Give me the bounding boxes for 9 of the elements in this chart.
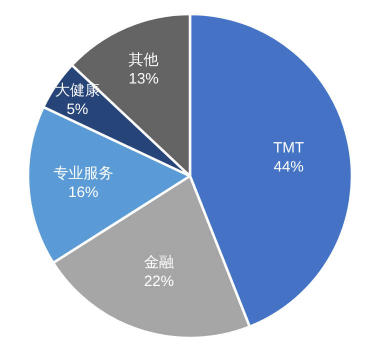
slice-label: TMT bbox=[273, 140, 304, 157]
data-label: 44% bbox=[274, 158, 304, 176]
slice-label: 专业服务 bbox=[53, 165, 114, 182]
slice-label: 其他 bbox=[128, 51, 159, 68]
data-label: 22% bbox=[144, 273, 174, 290]
data-label: 13% bbox=[128, 70, 159, 88]
slice-label: 金融 bbox=[144, 254, 174, 272]
data-label: 16% bbox=[68, 184, 98, 202]
data-label: 5% bbox=[66, 101, 88, 118]
